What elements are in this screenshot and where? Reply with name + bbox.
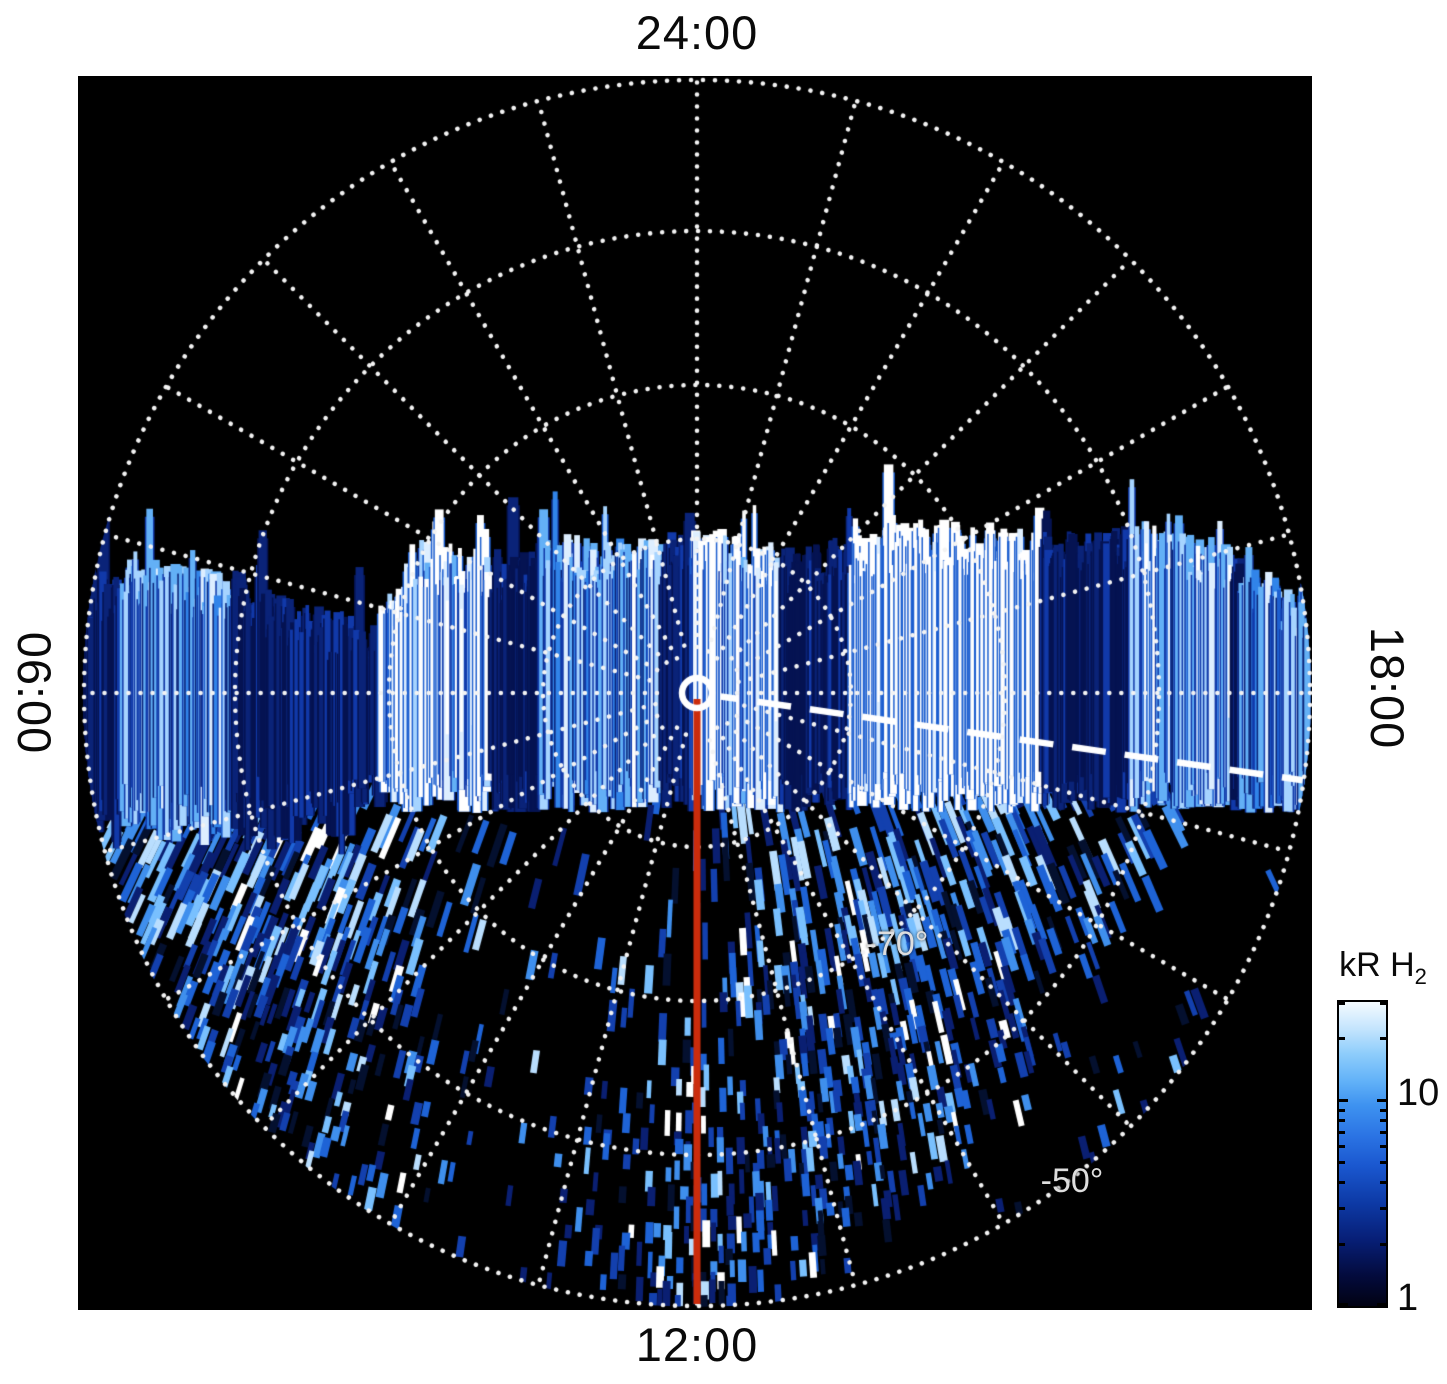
polar-plot-canvas — [78, 76, 1312, 1310]
colorbar-tick — [1380, 1119, 1386, 1123]
colorbar-tick — [1339, 1206, 1345, 1210]
colorbar — [1337, 1000, 1388, 1308]
local-time-label-2400: 24:00 — [635, 6, 759, 59]
colorbar-tick — [1377, 1099, 1386, 1103]
colorbar-tick — [1380, 1131, 1386, 1135]
local-time-label-1200: 12:00 — [635, 1318, 759, 1371]
colorbar-tick-label-1: 1 — [1397, 1277, 1419, 1319]
colorbar-tick — [1380, 1206, 1386, 1210]
colorbar-tick — [1339, 1108, 1345, 1112]
colorbar-tick — [1380, 1144, 1386, 1148]
colorbar-tick — [1339, 1037, 1345, 1041]
colorbar-tick — [1380, 1161, 1386, 1165]
colorbar-tick — [1339, 1243, 1345, 1247]
colorbar-tick — [1339, 1303, 1348, 1306]
latitude-label-m50: -50° — [1040, 1162, 1104, 1200]
colorbar-tick — [1339, 1002, 1345, 1005]
local-time-label-0600: 06:00 — [8, 631, 61, 755]
colorbar-tick — [1380, 1002, 1386, 1005]
colorbar-title-main: kR H — [1339, 946, 1415, 984]
colorbar-tick — [1339, 1119, 1345, 1123]
colorbar-tick — [1377, 1303, 1386, 1306]
colorbar-title-sub: 2 — [1414, 963, 1427, 989]
colorbar-tick — [1339, 1181, 1345, 1185]
colorbar-tick — [1339, 1144, 1345, 1148]
local-time-label-1800: 18:00 — [1361, 626, 1414, 750]
colorbar-tick — [1380, 1037, 1386, 1041]
colorbar-tick — [1339, 1099, 1348, 1103]
latitude-label-m70: -70° — [865, 925, 929, 963]
colorbar-tick — [1339, 1131, 1345, 1135]
colorbar-tick — [1380, 1181, 1386, 1185]
colorbar-tick — [1339, 1161, 1345, 1165]
colorbar-title: kR H2 — [1308, 946, 1447, 990]
colorbar-tick — [1380, 1108, 1386, 1112]
colorbar-tick-label-10: 10 — [1397, 1072, 1440, 1114]
polar-plot-area — [78, 76, 1312, 1310]
colorbar-tick — [1380, 1243, 1386, 1247]
